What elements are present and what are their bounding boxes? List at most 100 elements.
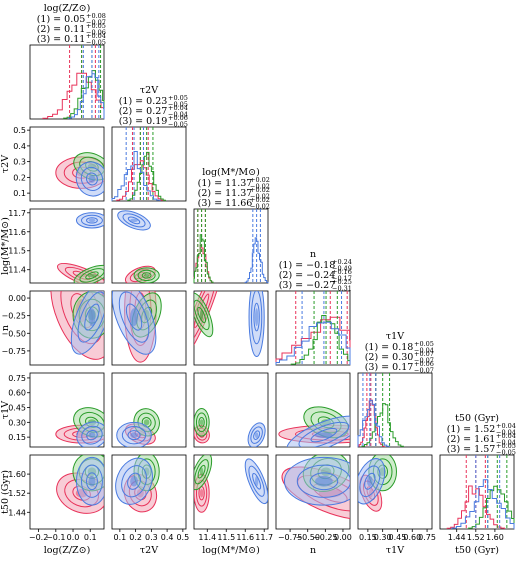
hist-frame bbox=[29, 44, 105, 120]
x-axis-label-logM: log(M*/M⊙) bbox=[202, 545, 260, 556]
result-logZ-1: (1) = 0.05 bbox=[37, 14, 86, 25]
contour-core-3 bbox=[130, 432, 138, 439]
hist-panel-tau2V: τ2V(1) = 0.23 +0.05−0.05(2) = 0.27 +0.04−0… bbox=[111, 85, 188, 202]
result-plus: +0.05 bbox=[168, 94, 188, 102]
bottom-tick-label-tau1V: 0.60 bbox=[403, 533, 421, 542]
result-plus: +0.02 bbox=[250, 196, 270, 204]
hist-step-3 bbox=[68, 73, 105, 119]
bottom-tick-label-logZ: −0.2 bbox=[29, 533, 48, 542]
bottom-tick-label-logZ: 0.1 bbox=[84, 533, 97, 542]
contour-core-3 bbox=[88, 175, 96, 183]
contour-3-level-2 bbox=[252, 472, 262, 490]
contour-3-level-2 bbox=[84, 303, 100, 331]
hist-panel-n: n(1) = −0.18+0.24−0.49(2) = −0.24+0.16−0… bbox=[275, 249, 352, 366]
contour-3-level-2 bbox=[125, 303, 143, 331]
result-plus: +0.24 bbox=[332, 258, 352, 266]
contour-core-2 bbox=[87, 273, 97, 278]
contour-2-level-1 bbox=[79, 268, 104, 283]
left-tick-label-logM: 11.5 bbox=[8, 247, 26, 256]
param-title-t50: t50 (Gyr) bbox=[455, 413, 499, 424]
contour-core-3 bbox=[130, 475, 138, 487]
contour-panel-logM-n bbox=[193, 290, 269, 366]
contour-panel-tau2V-tau1V bbox=[111, 372, 187, 448]
result-minus: −0.05 bbox=[168, 101, 188, 109]
contour-core-3 bbox=[254, 308, 259, 326]
contour-2-level-1 bbox=[195, 412, 208, 433]
contour-2-level-1 bbox=[194, 299, 210, 331]
contours bbox=[117, 210, 160, 283]
contour-core-2 bbox=[143, 419, 150, 426]
contours bbox=[194, 455, 268, 513]
bottom-tick-label-tau1V: 0.75 bbox=[418, 533, 436, 542]
contour-3-level-1 bbox=[250, 291, 263, 345]
result-label: (3) = 1.57 bbox=[447, 444, 496, 455]
bottom-tick-label-tau1V: 0.30 bbox=[374, 533, 392, 542]
result-minus: −0.17 bbox=[332, 275, 352, 283]
result-tau1V-3: (3) = 0.17 bbox=[365, 362, 414, 373]
contour-3-level-2 bbox=[85, 172, 98, 186]
hist-step-2 bbox=[193, 234, 214, 283]
left-tick-label-tau2V: 0.4 bbox=[13, 142, 26, 151]
bottom-tick-label-tau1V: 0.45 bbox=[389, 533, 407, 542]
contour-3-level-1 bbox=[122, 213, 146, 228]
contour-3-level-1 bbox=[77, 291, 104, 343]
param-title-n: n bbox=[310, 249, 316, 260]
bottom-tick-label-tau2V: 0.5 bbox=[176, 533, 189, 542]
result-minus: −0.05 bbox=[86, 39, 106, 47]
result-n-1: (1) = −0.18 bbox=[279, 260, 336, 271]
bottom-tick-label-n: 0.00 bbox=[334, 533, 352, 542]
result-plus: +0.04 bbox=[86, 32, 106, 40]
x-axis-label-t50: t50 (Gyr) bbox=[455, 545, 499, 556]
hist-step-3 bbox=[357, 399, 390, 447]
left-tick-label-t50: 1.52 bbox=[8, 489, 26, 498]
hist-step-2 bbox=[63, 70, 105, 119]
contours bbox=[55, 407, 104, 447]
hist-frame bbox=[439, 454, 515, 530]
contour-core-3 bbox=[315, 432, 333, 439]
result-plus: +0.02 bbox=[250, 176, 270, 184]
contours bbox=[358, 455, 397, 512]
result-plus: +0.06 bbox=[414, 360, 434, 368]
contour-panel-logZ-t50 bbox=[29, 454, 105, 530]
result-minus: −0.07 bbox=[86, 19, 106, 27]
contour-3-level-2 bbox=[364, 472, 376, 490]
hist-panel-tau1V: τ1V(1) = 0.18 +0.05−0.04(2) = 0.30 +0.07−0… bbox=[357, 331, 434, 448]
result-minus: −0.04 bbox=[496, 439, 516, 447]
contour-3-level-1 bbox=[80, 166, 104, 191]
result-plus: +0.07 bbox=[414, 350, 434, 358]
x-axis-label-n: n bbox=[310, 545, 316, 556]
contour-3-level-1 bbox=[298, 421, 350, 447]
param-title-tau1V: τ1V bbox=[386, 331, 404, 342]
result-plus: +0.16 bbox=[332, 268, 352, 276]
contour-3-level-1 bbox=[118, 291, 150, 343]
contour-panel-tau1V-t50 bbox=[357, 454, 433, 530]
result-minus: −0.04 bbox=[414, 347, 434, 355]
left-tick-label-logM: 11.7 bbox=[8, 209, 26, 218]
result-label: (2) = 11.37 bbox=[198, 188, 253, 199]
bottom-tick-label-n: −0.75 bbox=[278, 533, 303, 542]
x-axis-label-logZ: log(Z/Z⊙) bbox=[44, 545, 91, 556]
result-plus: +0.05 bbox=[414, 340, 434, 348]
y-axis-label-tau2V: τ2V bbox=[0, 155, 11, 173]
hist-frame bbox=[275, 290, 351, 366]
bottom-tick-label-n: −0.25 bbox=[313, 533, 338, 542]
contour-core-2 bbox=[199, 467, 204, 477]
left-tick-label-n: −0.50 bbox=[1, 329, 26, 338]
contour-3-level-2 bbox=[309, 472, 339, 491]
contours bbox=[116, 408, 160, 447]
left-tick-label-logM: 11.6 bbox=[8, 228, 26, 237]
left-tick-label-logM: 11.4 bbox=[8, 266, 26, 275]
y-axis-label-n: n bbox=[0, 325, 11, 331]
result-plus: +0.05 bbox=[86, 22, 106, 30]
left-tick-label-tau1V: 0.30 bbox=[8, 418, 26, 427]
result-label: (2) = 0.11 bbox=[37, 24, 86, 35]
contour-3-level-1 bbox=[296, 464, 350, 498]
bottom-tick-label-logM: 11.5 bbox=[217, 533, 235, 542]
param-title-logZ: log(Z/Z⊙) bbox=[44, 3, 91, 14]
y-axis-label-tau1V: τ1V bbox=[0, 401, 11, 419]
result-logZ-2: (2) = 0.11 bbox=[37, 24, 86, 35]
hist-step-1 bbox=[116, 160, 165, 201]
param-title-logM: log(M*/M⊙) bbox=[202, 167, 260, 178]
result-label: (3) = 0.11 bbox=[37, 34, 86, 45]
bottom-tick-label-tau1V: 0.15 bbox=[359, 533, 377, 542]
